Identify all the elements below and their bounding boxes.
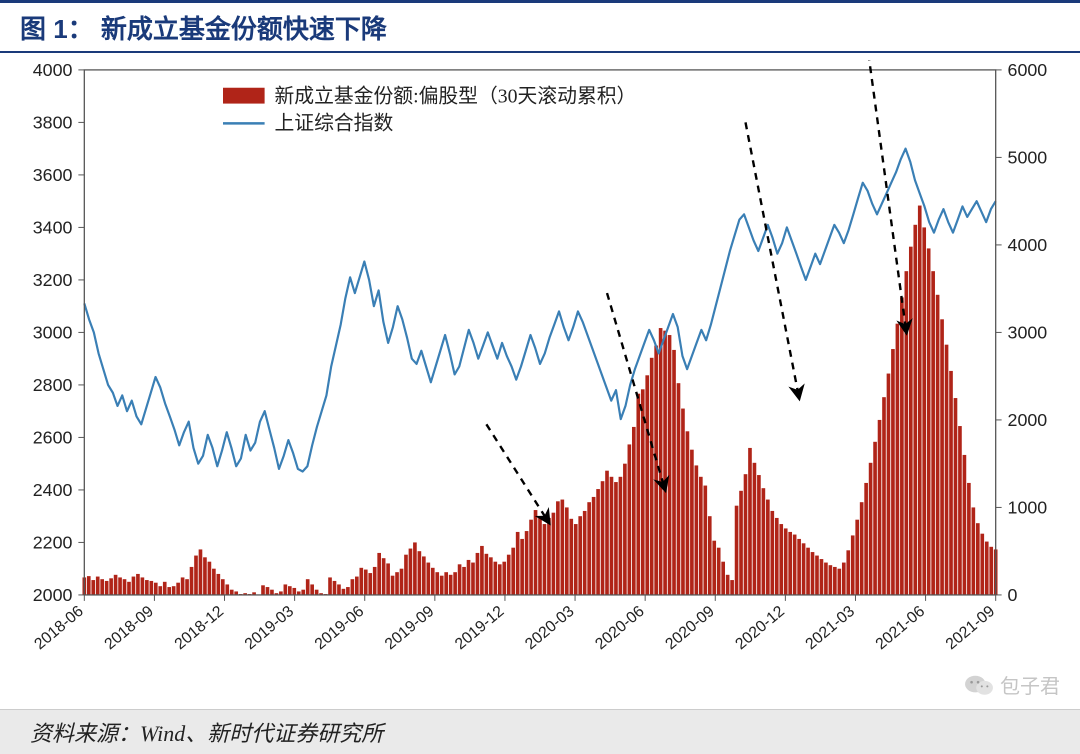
svg-text:2021-09: 2021-09: [943, 603, 999, 654]
svg-text:0: 0: [1008, 585, 1018, 605]
svg-text:3000: 3000: [33, 322, 73, 342]
watermark-text: 包子君: [1000, 670, 1060, 699]
wechat-icon: [964, 672, 994, 698]
svg-text:4000: 4000: [33, 60, 73, 80]
chart-area: 2000 2200 2400 2600 2800 3000 3200 3400 3600 3800…: [10, 60, 1070, 694]
svg-text:2000: 2000: [33, 585, 73, 605]
svg-text:2019-06: 2019-06: [312, 603, 368, 654]
svg-text:2200: 2200: [33, 532, 73, 552]
svg-text:3800: 3800: [33, 112, 73, 132]
svg-text:3400: 3400: [33, 217, 73, 237]
source-bar: 资料来源：Wind、新时代证券研究所: [0, 709, 1080, 754]
svg-text:2018-06: 2018-06: [31, 603, 87, 654]
svg-text:2020-03: 2020-03: [522, 603, 578, 654]
source-text: 资料来源：Wind、新时代证券研究所: [30, 716, 383, 748]
svg-text:2020-09: 2020-09: [662, 603, 718, 654]
svg-text:3200: 3200: [33, 270, 73, 290]
svg-text:2000: 2000: [1008, 410, 1048, 430]
svg-text:新成立基金份额:偏股型（30天滚动累积）: 新成立基金份额:偏股型（30天滚动累积）: [275, 86, 637, 108]
watermark: 包子君: [964, 670, 1060, 699]
svg-text:3600: 3600: [33, 165, 73, 185]
svg-text:2018-09: 2018-09: [102, 603, 158, 654]
svg-text:2018-12: 2018-12: [172, 603, 228, 654]
svg-text:2600: 2600: [33, 427, 73, 447]
svg-text:2400: 2400: [33, 480, 73, 500]
svg-text:2021-03: 2021-03: [803, 603, 859, 654]
svg-text:2019-03: 2019-03: [242, 603, 298, 654]
chart-title-bar: 图 1： 新成立基金份额快速下降: [0, 0, 1080, 53]
chart-title: 图 1： 新成立基金份额快速下降: [20, 9, 387, 46]
svg-text:上证综合指数: 上证综合指数: [275, 112, 394, 134]
svg-text:2019-12: 2019-12: [452, 603, 508, 654]
svg-text:2021-06: 2021-06: [873, 603, 929, 654]
svg-text:4000: 4000: [1008, 235, 1048, 255]
svg-text:2020-12: 2020-12: [732, 603, 788, 654]
svg-text:2020-06: 2020-06: [592, 603, 648, 654]
svg-text:2019-09: 2019-09: [382, 603, 438, 654]
svg-text:5000: 5000: [1008, 147, 1048, 167]
svg-text:6000: 6000: [1008, 60, 1048, 80]
combo-chart-svg: 2000 2200 2400 2600 2800 3000 3200 3400 3600 3800…: [10, 60, 1070, 694]
svg-text:1000: 1000: [1008, 497, 1048, 517]
svg-text:2800: 2800: [33, 375, 73, 395]
svg-text:3000: 3000: [1008, 322, 1048, 342]
